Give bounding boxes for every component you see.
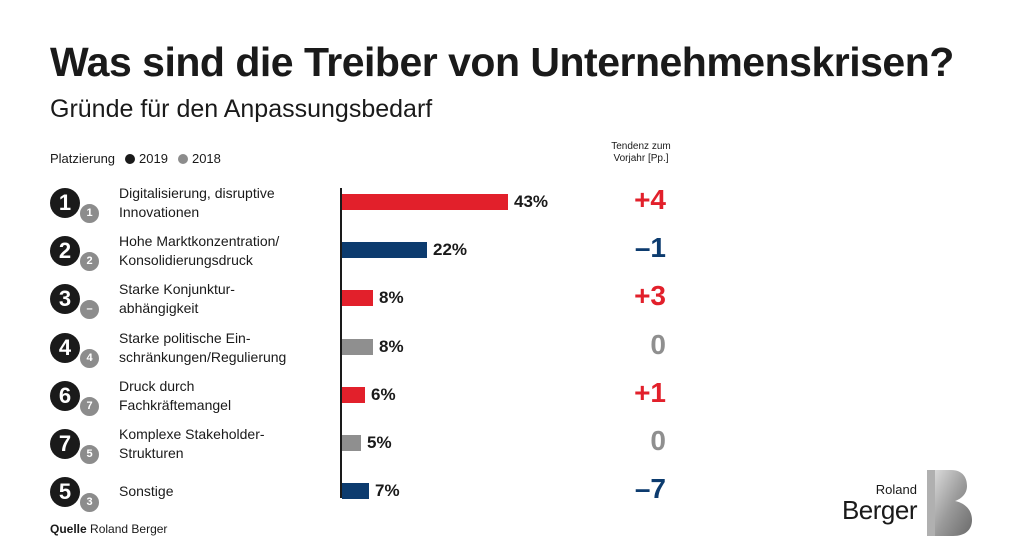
chart-row: 7 5 Komplexe Stakeholder- Strukturen 5% 0 — [0, 425, 1024, 473]
bar-value-label: 8% — [379, 288, 404, 307]
category-label: Starke politische Ein-schränkungen/Regul… — [119, 329, 329, 367]
trend-value: –1 — [634, 232, 666, 263]
logo-roland: Roland — [875, 482, 917, 497]
category-label-line2: schränkungen/Regulierung — [119, 349, 287, 365]
category-label-line2: Strukturen — [119, 445, 184, 461]
bar-value-label: 6% — [371, 385, 396, 404]
category-label-line1: Sonstige — [119, 483, 174, 499]
rank-2018-badge: 4 — [78, 347, 101, 370]
category-label: Sonstige — [119, 482, 329, 501]
chart-row: 4 4 Starke politische Ein-schränkungen/Reg… — [0, 329, 1024, 377]
roland-berger-b-logo-icon — [927, 470, 972, 536]
rank-2018-badge: 2 — [78, 250, 101, 273]
chart-row: 3– Starke Konjunktur-abhängigkeit 8% +3 — [0, 280, 1024, 328]
bar — [342, 435, 361, 451]
category-label: Komplexe Stakeholder- Strukturen — [119, 425, 329, 463]
chart-title: Was sind die Treiber von Unternehmenskri… — [50, 39, 954, 85]
bar — [342, 290, 373, 306]
category-label-line1: Hohe Marktkonzentration/ — [119, 233, 280, 249]
category-label: Hohe Marktkonzentration/Konsolidierungsd… — [119, 232, 329, 270]
category-label-line2: Innovationen — [119, 204, 200, 220]
trend-value: –7 — [634, 473, 666, 504]
bar-value-label: 5% — [367, 433, 392, 452]
rank-2018-badge: 1 — [78, 202, 101, 225]
category-label-line1: Druck durch — [119, 378, 195, 394]
rank-2019-badge: 6 — [50, 381, 80, 411]
source-text: Roland Berger — [90, 522, 168, 536]
chart-subtitle: Gründe für den Anpassungsbedarf — [50, 95, 433, 123]
legend-dot-2018 — [177, 153, 188, 164]
legend: Platzierung 2019 2018 — [50, 151, 221, 166]
rank-2019-badge: 3 — [50, 284, 80, 314]
bar-axis-line — [340, 188, 342, 498]
trend-value: +3 — [634, 280, 666, 311]
legend-item-2019: 2019 — [139, 151, 168, 166]
category-label-line2: Fachkräftemangel — [119, 397, 232, 413]
bar-value-label: 8% — [379, 337, 404, 356]
roland-berger-logo-text: Roland Berger — [835, 482, 918, 525]
category-label-line2: abhängigkeit — [119, 300, 199, 316]
bar — [342, 483, 369, 499]
logo-berger: Berger — [841, 495, 918, 525]
category-label: Digitalisierung, disruptive Innovationen — [119, 184, 329, 222]
source-label: Quelle — [50, 522, 87, 536]
bar — [342, 387, 365, 403]
trend-value: 0 — [650, 329, 666, 360]
category-label: Starke Konjunktur-abhängigkeit — [119, 280, 329, 318]
trend-value: +4 — [634, 184, 666, 215]
rank-2018-badge: 5 — [78, 443, 101, 466]
rank-2019-badge: 4 — [50, 333, 80, 363]
legend-dot-2019 — [125, 153, 136, 164]
rank-2019-badge: 1 — [50, 188, 80, 218]
category-label-line1: Starke Konjunktur- — [119, 281, 235, 297]
category-label-line1: Starke politische Ein- — [119, 330, 251, 346]
bar-value-label: 7% — [375, 481, 400, 500]
rank-2018-badge: – — [78, 298, 101, 321]
category-label: Druck durch Fachkräftemangel — [119, 377, 329, 415]
category-label-line1: Komplexe Stakeholder- — [119, 426, 265, 442]
bar — [342, 194, 508, 210]
chart-row: 5 3 Sonstige 7% –7 — [0, 473, 1024, 521]
bar — [342, 339, 373, 355]
trend-header-line1: Tendenz zum — [611, 141, 671, 152]
rank-2019-badge: 5 — [50, 477, 80, 507]
bar-value-label: 43% — [514, 192, 549, 211]
chart-row: 1 1 Digitalisierung, disruptive Innovatione… — [0, 184, 1024, 232]
legend-item-2018: 2018 — [191, 151, 221, 166]
rank-2019-badge: 7 — [50, 429, 80, 459]
category-label-line1: Digitalisierung, disruptive — [119, 185, 275, 201]
category-label-line2: Konsolidierungsdruck — [119, 252, 253, 268]
rank-2019-badge: 2 — [50, 236, 80, 266]
bar-value-label: 22% — [433, 240, 468, 259]
trend-value: +1 — [634, 377, 666, 408]
trend-header: Tendenz zum Vorjahr [Pp.] — [590, 141, 692, 165]
trend-header-line2: Vorjahr [Pp.] — [613, 153, 669, 164]
rank-2018-badge: 3 — [78, 491, 101, 514]
rank-2018-badge: 7 — [78, 395, 101, 418]
trend-value: 0 — [650, 425, 666, 456]
bar — [342, 242, 427, 258]
source-note: Quelle Roland Berger — [50, 522, 167, 536]
chart-row: 6 7 Druck durch Fachkräftemangel 6% +1 — [0, 377, 1024, 425]
chart-row: 2 2 Hohe Marktkonzentration/Konsolidierung… — [0, 232, 1024, 280]
legend-label: Platzierung — [50, 151, 116, 166]
